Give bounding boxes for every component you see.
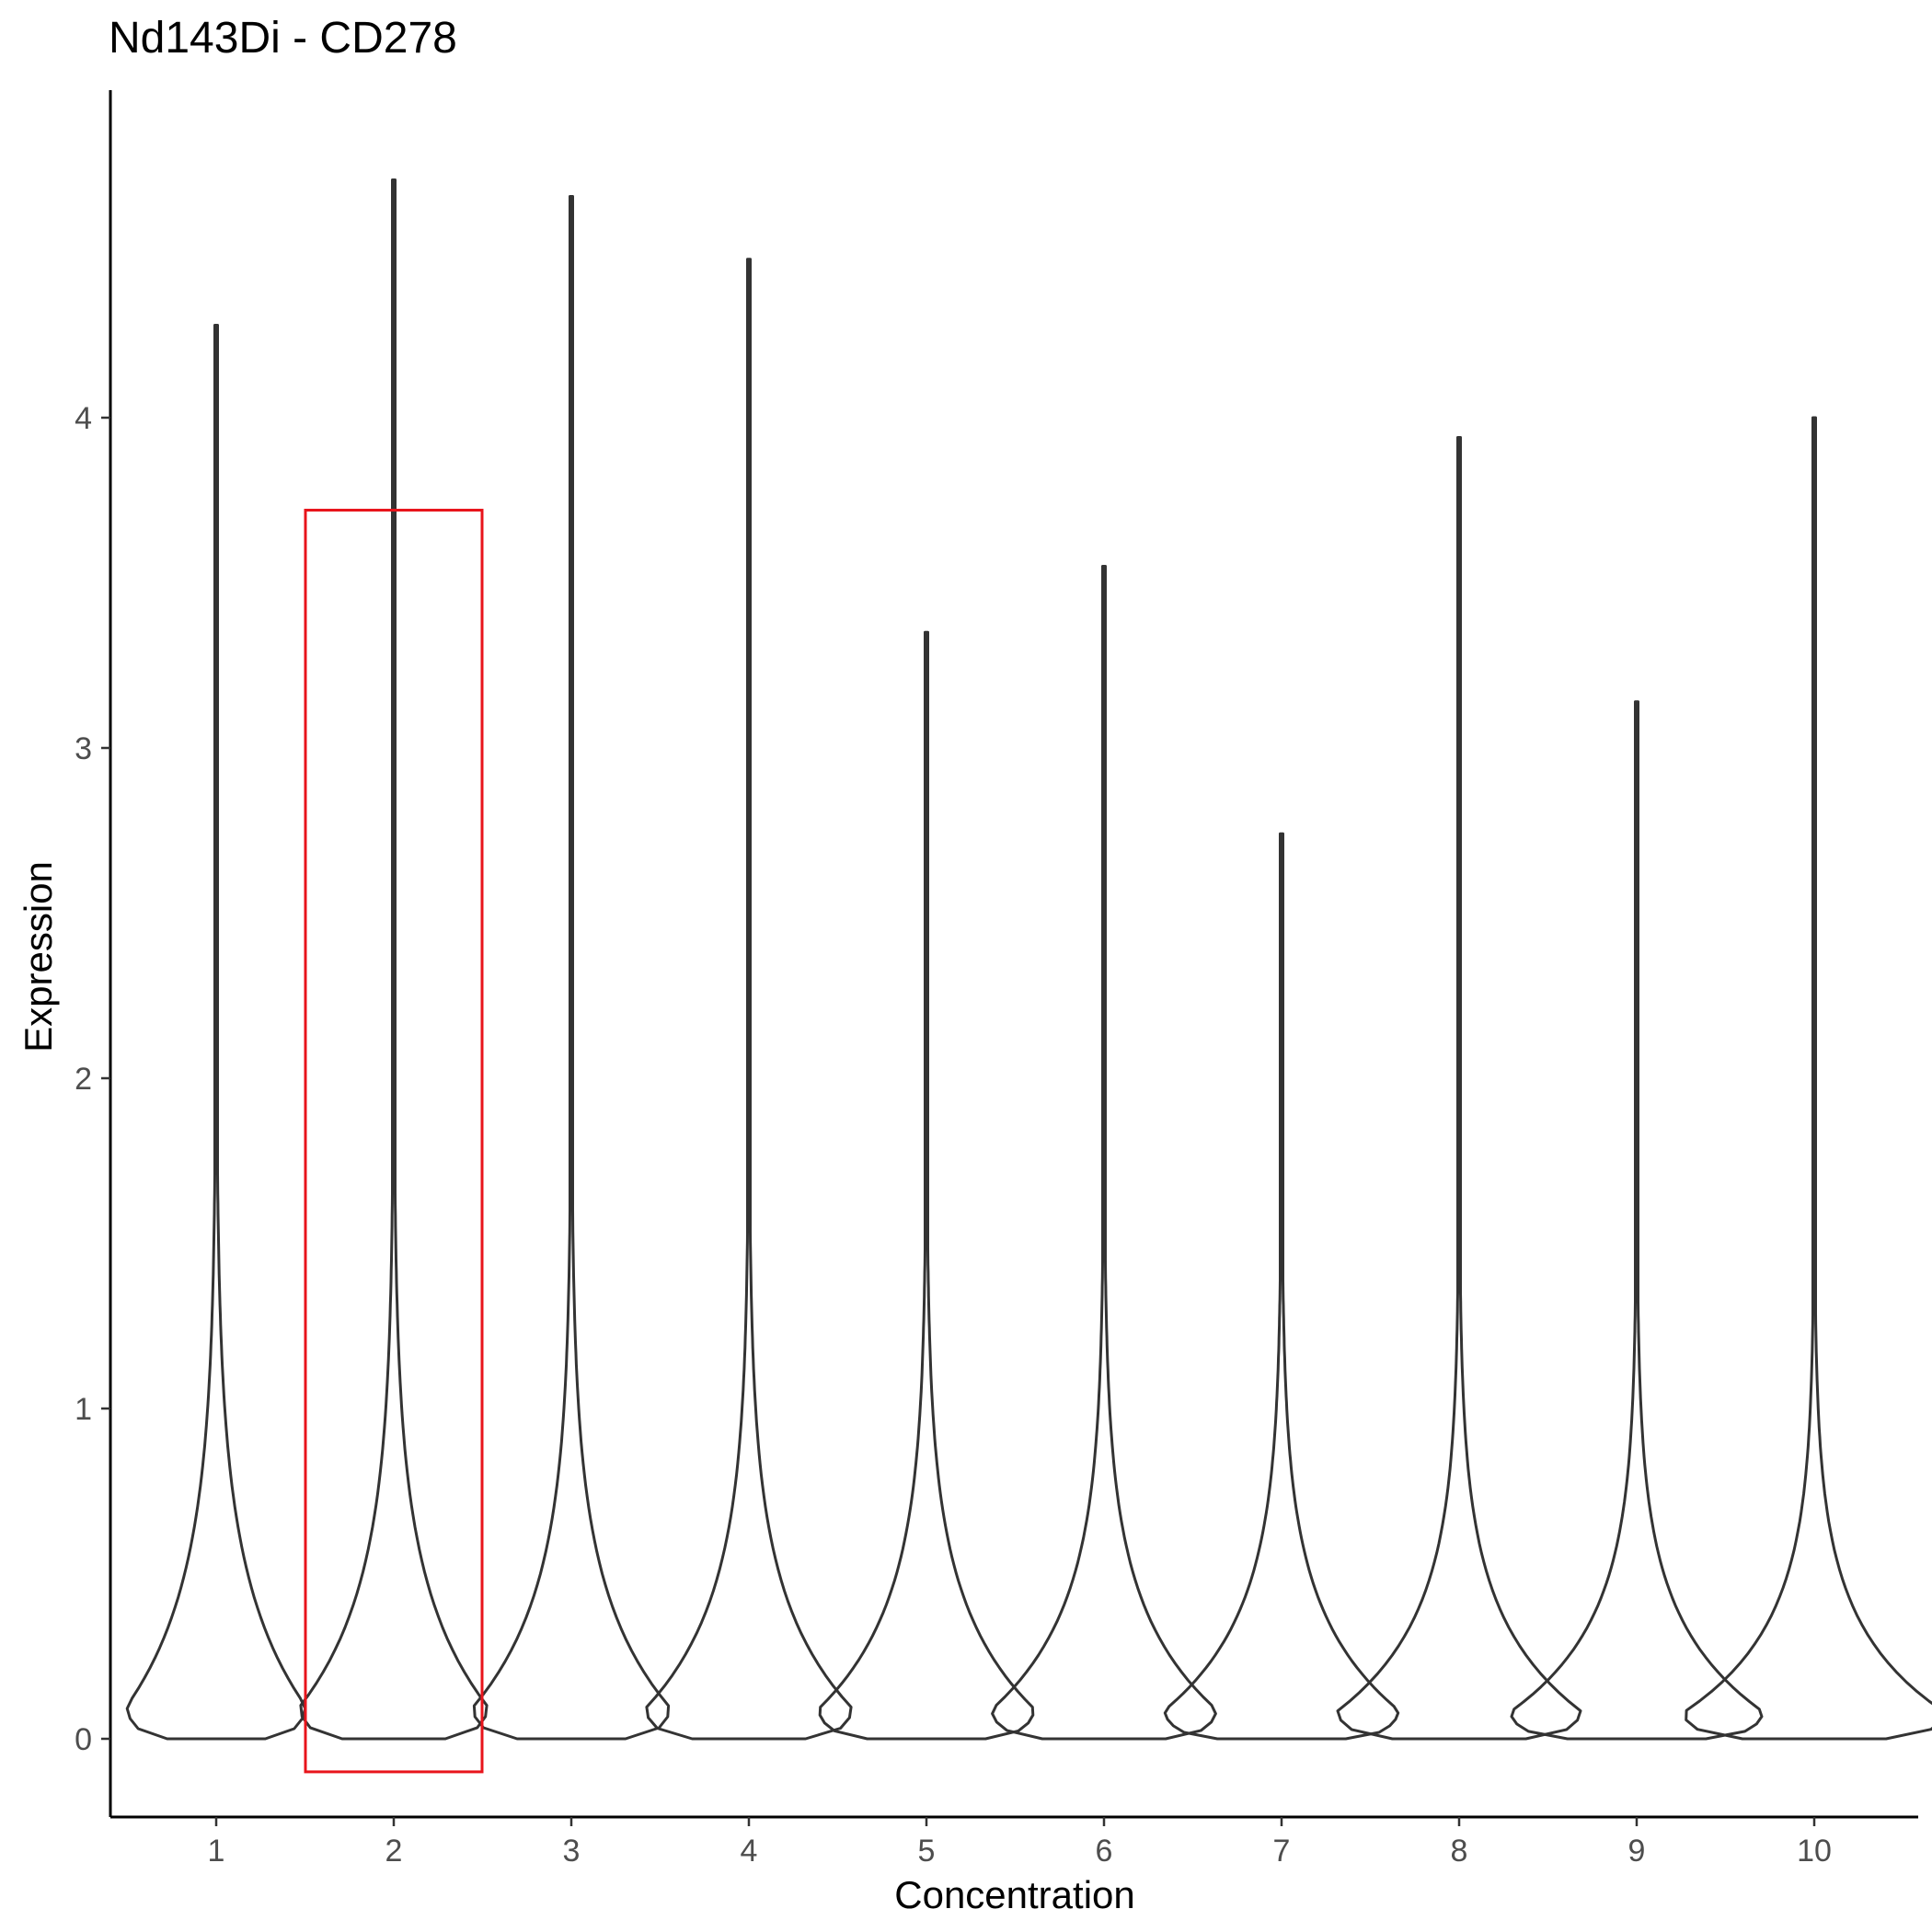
violin-6 — [991, 565, 1217, 1741]
y-tick-label-4: 4 — [75, 401, 92, 436]
violin-8 — [1336, 436, 1582, 1741]
violin-3 — [472, 195, 671, 1741]
x-tick-label-4: 4 — [741, 1834, 758, 1869]
y-tick-label-2: 2 — [75, 1062, 92, 1097]
x-tick-label-2: 2 — [385, 1834, 403, 1869]
violin-9 — [1510, 700, 1764, 1741]
highlight-box — [304, 509, 484, 1774]
y-tick-label-3: 3 — [75, 731, 92, 766]
x-tick-label-9: 9 — [1628, 1834, 1646, 1869]
x-tick-label-1: 1 — [208, 1834, 225, 1869]
x-tick-label-10: 10 — [1797, 1834, 1832, 1869]
x-tick-label-8: 8 — [1451, 1834, 1468, 1869]
violin-2 — [299, 178, 489, 1741]
chart-title: Nd143Di - CD278 — [109, 14, 457, 63]
violin-7 — [1163, 832, 1400, 1741]
x-tick-label-6: 6 — [1096, 1834, 1113, 1869]
y-tick-label-1: 1 — [75, 1392, 92, 1427]
violin-10 — [1685, 416, 1932, 1741]
x-tick-label-3: 3 — [563, 1834, 581, 1869]
violin-4 — [645, 258, 853, 1741]
x-tick-label-5: 5 — [918, 1834, 936, 1869]
violin-1 — [125, 324, 307, 1741]
y-tick-label-0: 0 — [75, 1722, 92, 1757]
x-axis-title: Concentration — [894, 1873, 1135, 1916]
x-tick-label-7: 7 — [1273, 1834, 1291, 1869]
violin-5 — [818, 630, 1035, 1741]
